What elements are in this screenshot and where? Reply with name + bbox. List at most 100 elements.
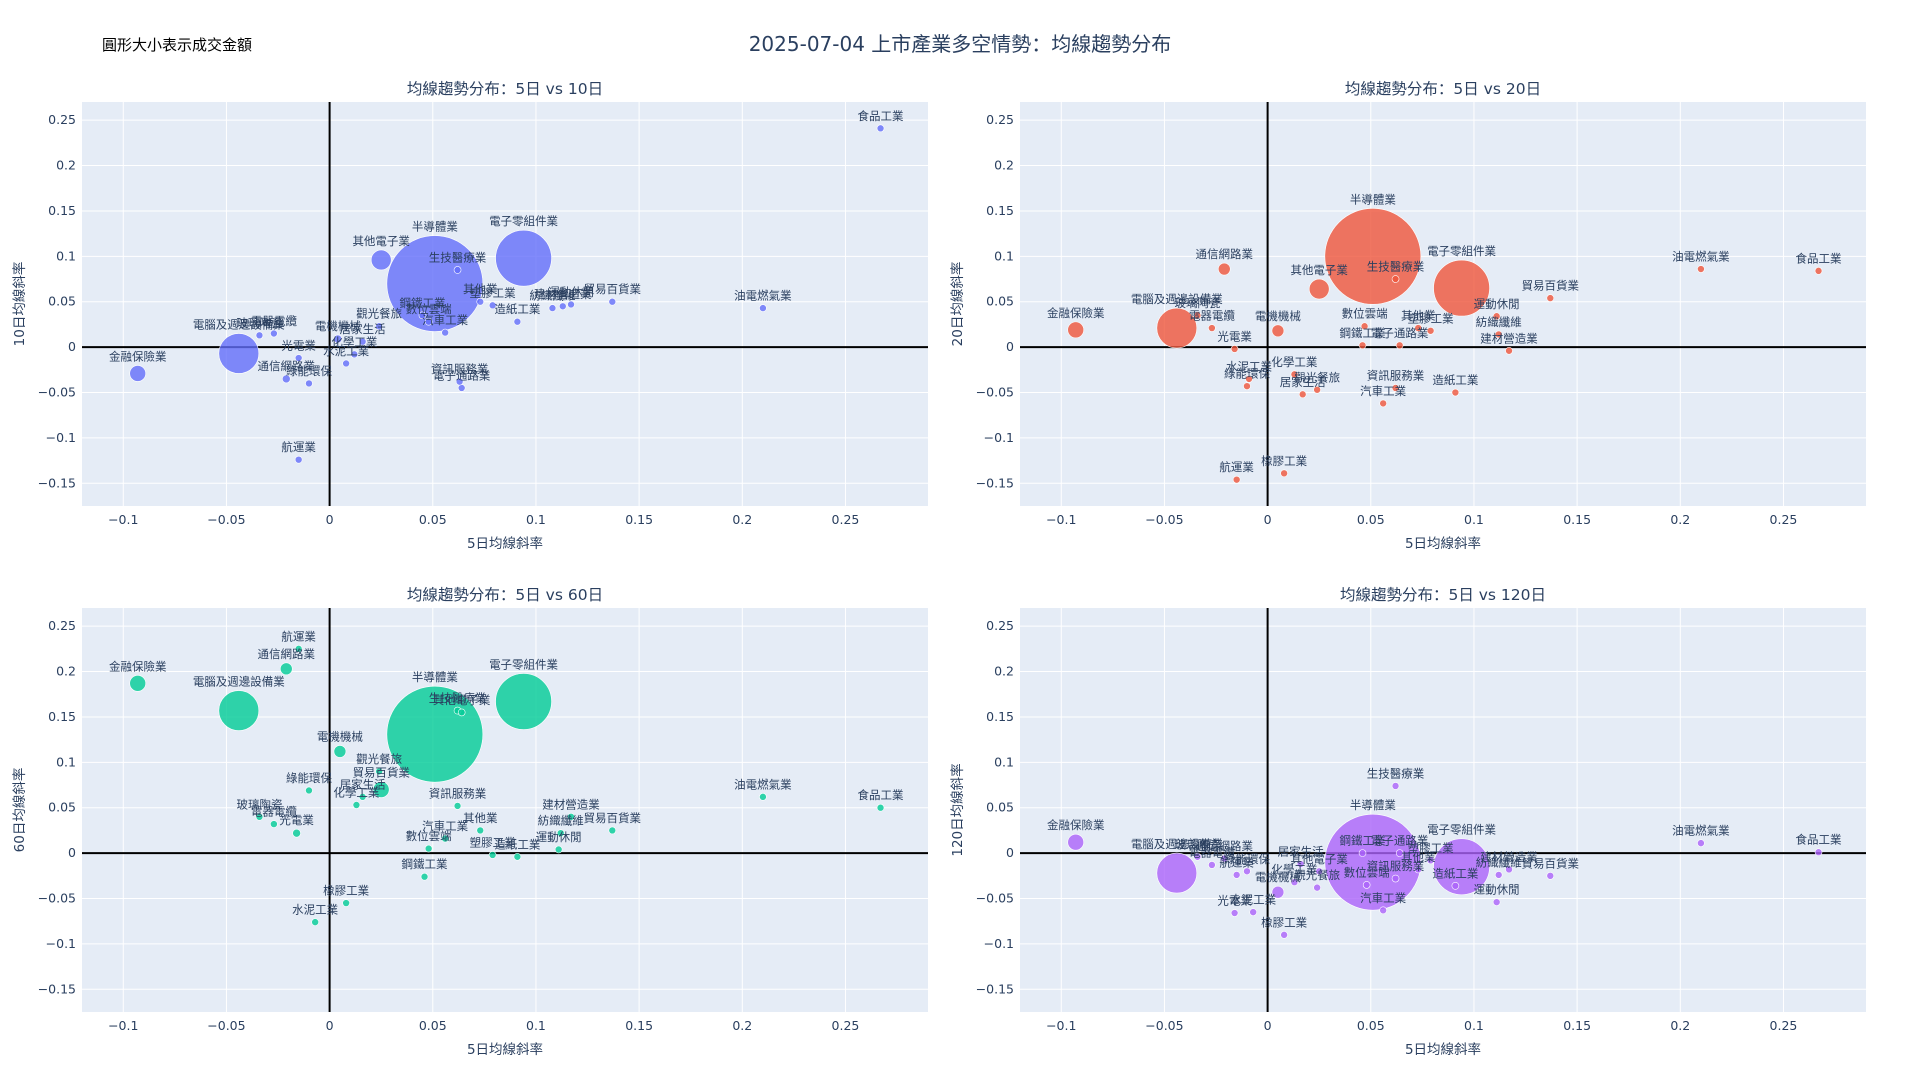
bubble-point[interactable] xyxy=(333,334,343,344)
bubble-point[interactable] xyxy=(457,384,466,392)
bubble-point[interactable] xyxy=(567,813,575,821)
bubble-point[interactable] xyxy=(1391,782,1400,790)
bubble-point[interactable] xyxy=(424,317,433,326)
bubble-point[interactable] xyxy=(495,229,552,287)
bubble-point[interactable] xyxy=(1271,324,1285,338)
bubble-point[interactable] xyxy=(1697,265,1705,273)
bubble-point[interactable] xyxy=(1494,330,1503,339)
bubble-point[interactable] xyxy=(358,337,367,346)
bubble-point[interactable] xyxy=(129,675,147,692)
bubble-point[interactable] xyxy=(218,333,260,374)
bubble-point[interactable] xyxy=(1395,849,1404,857)
bubble-point[interactable] xyxy=(279,662,293,676)
bubble-point[interactable] xyxy=(1433,259,1490,317)
bubble-point[interactable] xyxy=(455,377,464,386)
bubble-point[interactable] xyxy=(1280,931,1288,939)
bubble-point[interactable] xyxy=(1492,312,1501,321)
bubble-point[interactable] xyxy=(1451,882,1460,890)
bubble-point[interactable] xyxy=(1067,833,1085,851)
bubble-point[interactable] xyxy=(418,311,427,320)
bubble-point[interactable] xyxy=(311,918,319,926)
bubble-point[interactable] xyxy=(294,645,303,653)
bubble-point[interactable] xyxy=(129,365,147,382)
bubble-point[interactable] xyxy=(1193,311,1202,320)
bubble-point[interactable] xyxy=(342,899,350,907)
bubble-point[interactable] xyxy=(305,379,313,388)
bubble-point[interactable] xyxy=(1208,324,1216,332)
bubble-point[interactable] xyxy=(1414,865,1423,874)
bubble-point[interactable] xyxy=(1232,871,1241,879)
bubble-point[interactable] xyxy=(1697,839,1705,847)
bubble-point[interactable] xyxy=(1433,838,1490,896)
bubble-point[interactable] xyxy=(488,851,497,859)
bubble-point[interactable] xyxy=(1298,390,1307,399)
bubble-point[interactable] xyxy=(1220,854,1229,863)
bubble-point[interactable] xyxy=(759,793,767,801)
bubble-point[interactable] xyxy=(305,786,313,795)
bubble-point[interactable] xyxy=(1208,861,1216,869)
bubble-point[interactable] xyxy=(513,317,522,326)
bubble-point[interactable] xyxy=(1358,849,1367,857)
bubble-point[interactable] xyxy=(1193,852,1202,861)
bubble-point[interactable] xyxy=(375,322,383,331)
bubble-point[interactable] xyxy=(1230,345,1239,353)
bubble-point[interactable] xyxy=(1232,475,1241,484)
bubble-point[interactable] xyxy=(1505,865,1513,874)
bubble-point[interactable] xyxy=(333,745,347,758)
bubble-point[interactable] xyxy=(281,374,291,384)
bubble-point[interactable] xyxy=(567,300,575,309)
bubble-point[interactable] xyxy=(1249,908,1257,916)
bubble-point[interactable] xyxy=(495,673,552,730)
bubble-point[interactable] xyxy=(1358,341,1367,350)
bubble-point[interactable] xyxy=(1290,370,1299,379)
bubble-point[interactable] xyxy=(294,354,303,362)
bubble-point[interactable] xyxy=(457,708,466,717)
bubble-point[interactable] xyxy=(759,304,767,312)
bubble-point[interactable] xyxy=(386,235,484,332)
bubble-point[interactable] xyxy=(358,793,367,801)
bubble-point[interactable] xyxy=(558,302,567,311)
bubble-point[interactable] xyxy=(375,767,383,776)
bubble-point[interactable] xyxy=(1296,860,1305,868)
bubble-point[interactable] xyxy=(876,124,885,133)
bubble-point[interactable] xyxy=(420,872,429,881)
bubble-point[interactable] xyxy=(270,329,278,338)
bubble-point[interactable] xyxy=(1324,813,1422,911)
bubble-point[interactable] xyxy=(1814,848,1823,857)
bubble-point[interactable] xyxy=(1814,267,1823,275)
bubble-point[interactable] xyxy=(1414,324,1423,332)
bubble-point[interactable] xyxy=(1360,322,1369,331)
bubble-point[interactable] xyxy=(1395,341,1404,350)
bubble-point[interactable] xyxy=(1492,898,1501,906)
bubble-point[interactable] xyxy=(1391,874,1400,883)
bubble-point[interactable] xyxy=(350,350,359,359)
bubble-point[interactable] xyxy=(1156,852,1198,894)
bubble-point[interactable] xyxy=(1313,883,1321,892)
bubble-point[interactable] xyxy=(441,328,449,337)
bubble-point[interactable] xyxy=(1546,294,1555,302)
bubble-point[interactable] xyxy=(1426,326,1435,335)
bubble-point[interactable] xyxy=(608,297,617,306)
bubble-point[interactable] xyxy=(548,304,557,312)
bubble-point[interactable] xyxy=(513,852,522,861)
bubble-point[interactable] xyxy=(1362,881,1371,889)
bubble-point[interactable] xyxy=(1067,321,1085,339)
bubble-point[interactable] xyxy=(1391,384,1400,392)
bubble-point[interactable] xyxy=(1391,275,1400,283)
bubble-point[interactable] xyxy=(1290,878,1299,886)
bubble-point[interactable] xyxy=(1217,262,1231,276)
bubble-point[interactable] xyxy=(1324,208,1422,305)
bubble-point[interactable] xyxy=(1243,867,1251,876)
bubble-point[interactable] xyxy=(1313,385,1321,394)
bubble-point[interactable] xyxy=(255,331,264,340)
bubble-point[interactable] xyxy=(1271,885,1285,899)
bubble-point[interactable] xyxy=(294,455,303,464)
bubble-point[interactable] xyxy=(342,359,350,368)
bubble-point[interactable] xyxy=(441,834,449,843)
bubble-point[interactable] xyxy=(1494,871,1503,879)
bubble-point[interactable] xyxy=(876,803,885,812)
bubble-point[interactable] xyxy=(1546,872,1555,880)
bubble-point[interactable] xyxy=(370,249,392,271)
bubble-point[interactable] xyxy=(1451,388,1460,397)
bubble-point[interactable] xyxy=(1315,867,1323,876)
